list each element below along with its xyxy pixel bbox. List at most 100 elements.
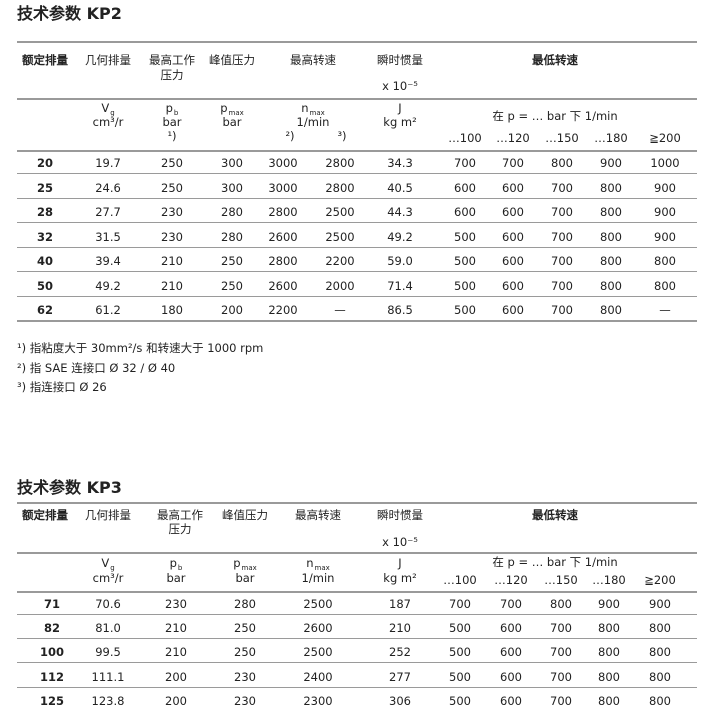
table-cell: 86.5 — [387, 303, 413, 317]
inertia-unit: x 10⁻⁵ — [382, 535, 418, 549]
table-cell: 700 — [551, 229, 573, 244]
table-cell: 600 — [500, 693, 522, 708]
footnote: ¹) 指粘度大于 30mm²/s 和转速大于 1000 rpm — [17, 341, 264, 355]
table-cell: 2400 — [303, 669, 333, 684]
table-cell: 123.8 — [91, 693, 125, 708]
table-cell: 111.1 — [91, 669, 125, 684]
table-cell: 2500 — [303, 597, 333, 611]
table-cell: 44.3 — [387, 205, 413, 219]
table-cell: 300 — [221, 180, 243, 195]
unit-nmax: 1/min — [296, 115, 330, 129]
symbol-nmax-subscript: max — [309, 109, 325, 117]
inertia-unit: x 10⁻⁵ — [382, 79, 418, 93]
table-cell: 230 — [165, 597, 187, 611]
table-cell: 700 — [454, 156, 476, 170]
table-cell: 700 — [551, 205, 573, 219]
table-cell: 500 — [449, 669, 471, 684]
table-cell: 800 — [598, 645, 620, 660]
pressure-label: 在 p = … bar 下 1/min — [492, 109, 618, 123]
row-rated-size: 50 — [36, 278, 54, 293]
footnote-mark-1: ¹) — [167, 129, 177, 143]
column-header-inertia: 瞬时惯量 — [377, 508, 423, 522]
unit-vg: cm³/r — [92, 115, 124, 129]
unit-pb: bar — [166, 571, 186, 585]
table-cell: 900 — [649, 597, 671, 611]
divider — [17, 320, 697, 322]
table-cell: 600 — [502, 180, 524, 195]
table-cell: 800 — [600, 229, 622, 244]
table-cell: 210 — [165, 621, 187, 636]
table-cell: 250 — [221, 278, 243, 293]
table-cell: 27.7 — [95, 205, 121, 219]
unit-nmax: 1/min — [301, 571, 335, 585]
table-cell: 2800 — [268, 254, 298, 268]
table-cell: 500 — [454, 229, 476, 244]
table-cell: 3000 — [268, 180, 298, 195]
table-cell: 230 — [161, 229, 183, 244]
symbol-pb: pb — [166, 101, 179, 117]
divider — [17, 173, 697, 174]
symbol-pb-subscript: b — [173, 109, 179, 117]
column-header-maxwork-line2: 压力 — [160, 68, 184, 82]
table-cell: 49.2 — [387, 229, 413, 244]
pressure-column: …180 — [594, 131, 628, 145]
table-cell: 800 — [598, 693, 620, 708]
pressure-column: …100 — [443, 573, 477, 587]
table-cell: 24.6 — [95, 180, 121, 195]
symbol-pb: pb — [170, 556, 183, 572]
symbol-pmax-base: p — [233, 556, 241, 570]
table-cell: 600 — [500, 669, 522, 684]
row-rated-size: 71 — [43, 597, 61, 611]
table-cell: 2600 — [303, 621, 333, 636]
footnote-mark-2: ²) — [285, 129, 295, 143]
table-cell: 250 — [234, 645, 256, 660]
row-rated-size: 100 — [39, 645, 65, 660]
symbol-pmax: pmax — [220, 101, 244, 117]
pressure-column: …100 — [448, 131, 482, 145]
table-cell: 700 — [551, 180, 573, 195]
table-cell: 800 — [600, 205, 622, 219]
table-cell: 187 — [389, 597, 411, 611]
symbol-pmax-subscript: max — [228, 109, 244, 117]
table-cell: 700 — [551, 303, 573, 317]
divider — [17, 222, 697, 223]
table-cell: 800 — [654, 278, 676, 293]
table-cell: 800 — [600, 180, 622, 195]
table-cell: 500 — [449, 645, 471, 660]
table-cell: 2800 — [325, 156, 355, 170]
table-cell: 31.5 — [95, 229, 121, 244]
table-cell: 800 — [598, 621, 620, 636]
table-cell: 800 — [600, 254, 622, 268]
column-header-maxwork: 最高工作 — [149, 53, 195, 67]
table-cell: 250 — [221, 254, 243, 268]
table-cell: 600 — [502, 254, 524, 268]
symbol-pmax: pmax — [233, 556, 257, 572]
column-header-maxwork-line2: 压力 — [168, 522, 192, 536]
table-cell: 70.6 — [95, 597, 121, 611]
unit-j: kg m² — [383, 571, 417, 585]
table-cell: 2500 — [325, 205, 355, 219]
pressure-column: ≧200 — [644, 573, 676, 587]
row-rated-size: 20 — [36, 156, 54, 170]
table-cell: 210 — [165, 645, 187, 660]
symbol-nmax-base: n — [301, 101, 309, 115]
table-cell: 300 — [221, 156, 243, 170]
section-title-kp2: 技术参数 KP2 — [17, 4, 122, 23]
pressure-label: 在 p = … bar 下 1/min — [492, 555, 618, 569]
column-header-minspeed: 最低转速 — [532, 53, 578, 67]
table-cell: 800 — [598, 669, 620, 684]
table-cell: 210 — [389, 621, 411, 636]
table-cell: 2200 — [325, 254, 355, 268]
symbol-vg-base: V — [101, 556, 110, 570]
table-cell: 280 — [221, 205, 243, 219]
divider — [17, 614, 697, 615]
divider — [17, 98, 697, 100]
column-header-minspeed: 最低转速 — [532, 508, 578, 522]
table-cell: 500 — [449, 621, 471, 636]
table-cell: 230 — [234, 693, 256, 708]
pressure-column: ≧200 — [649, 131, 681, 145]
table-cell: 2600 — [268, 278, 298, 293]
table-cell: 39.4 — [95, 254, 121, 268]
row-rated-size: 82 — [43, 621, 61, 636]
table-cell: 500 — [454, 254, 476, 268]
